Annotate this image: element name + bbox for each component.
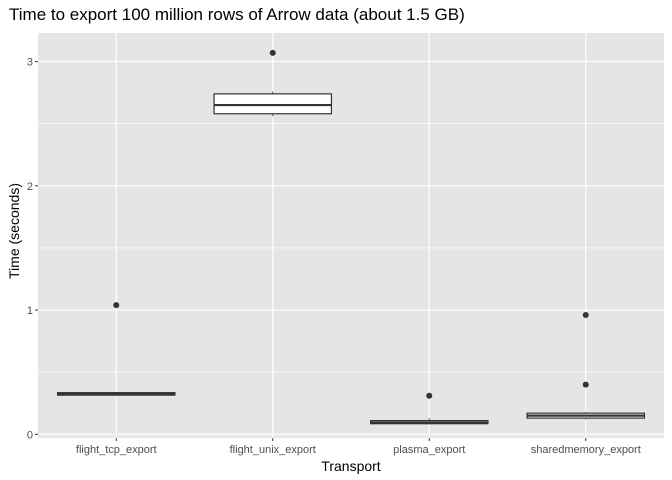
gridlines [38, 33, 664, 438]
y-axis-title: Time (seconds) [6, 183, 22, 279]
y-tick-label: 2 [27, 181, 33, 193]
x-tick-label: sharedmemory_export [531, 444, 641, 456]
box-plasma_export [369, 392, 489, 425]
tick-labels: 0 1 2 3 flight_tcp_export flight_unix_export p… [27, 57, 641, 456]
box-flight_unix_export [213, 49, 333, 117]
box-iqr [213, 93, 333, 115]
outlier-point [426, 392, 433, 399]
x-tick-label: flight_tcp_export [76, 444, 157, 456]
outlier-point [582, 312, 589, 319]
x-tick-label: plasma_export [393, 444, 465, 456]
outlier-point [113, 302, 120, 309]
box-sharedmemory_export [526, 312, 646, 420]
y-tick-label: 3 [27, 57, 33, 69]
boxes [56, 49, 646, 425]
outlier-point [269, 49, 276, 56]
x-tick-label: flight_unix_export [230, 444, 316, 456]
chart-title: Time to export 100 million rows of Arrow… [9, 5, 465, 24]
y-tick-label: 0 [27, 429, 33, 441]
x-axis-title: Transport [321, 458, 381, 474]
plot-panel [38, 33, 664, 438]
outlier-point [582, 381, 589, 388]
box-flight_tcp_export [56, 302, 176, 396]
y-tick-label: 1 [27, 305, 33, 317]
